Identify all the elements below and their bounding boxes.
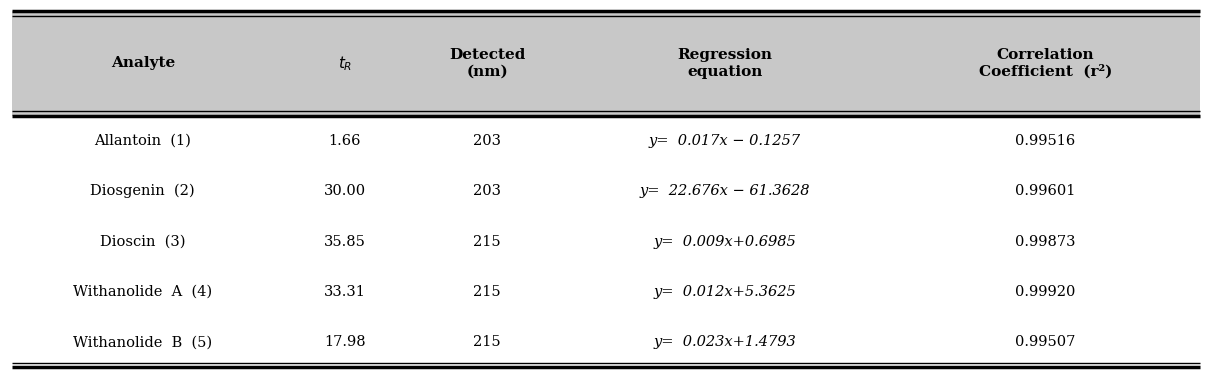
- Text: Withanolide  B  (5): Withanolide B (5): [73, 335, 212, 349]
- Bar: [12, 216, 1200, 267]
- Text: Analyte: Analyte: [110, 56, 175, 70]
- Text: 215: 215: [474, 285, 501, 299]
- Text: Allantoin  (1): Allantoin (1): [95, 134, 191, 148]
- Text: 0.99920: 0.99920: [1016, 285, 1076, 299]
- Text: 0.99507: 0.99507: [1016, 335, 1076, 349]
- Text: 0.99873: 0.99873: [1016, 235, 1076, 248]
- Text: 215: 215: [474, 335, 501, 349]
- Text: y=  0.009x+0.6985: y= 0.009x+0.6985: [653, 235, 796, 248]
- Text: 0.99601: 0.99601: [1016, 184, 1076, 198]
- Text: 17.98: 17.98: [324, 335, 366, 349]
- Text: 30.00: 30.00: [324, 184, 366, 198]
- Text: Correlation
Coefficient  (r²): Correlation Coefficient (r²): [979, 48, 1113, 79]
- Text: y=  0.012x+5.3625: y= 0.012x+5.3625: [653, 285, 796, 299]
- Bar: [12, 11, 1200, 116]
- Bar: [12, 166, 1200, 216]
- Text: 1.66: 1.66: [328, 134, 361, 148]
- Text: 0.99516: 0.99516: [1016, 134, 1075, 148]
- Text: $t_R$: $t_R$: [337, 54, 351, 73]
- Bar: [12, 116, 1200, 166]
- Bar: [12, 317, 1200, 367]
- Text: Detected
(nm): Detected (nm): [448, 48, 526, 78]
- Text: Diosgenin  (2): Diosgenin (2): [91, 184, 195, 198]
- Text: Withanolide  A  (4): Withanolide A (4): [73, 285, 212, 299]
- Text: 215: 215: [474, 235, 501, 248]
- Text: 33.31: 33.31: [324, 285, 366, 299]
- Text: 203: 203: [473, 134, 502, 148]
- Text: y=  0.017x − 0.1257: y= 0.017x − 0.1257: [648, 134, 801, 148]
- Text: y=  22.676x − 61.3628: y= 22.676x − 61.3628: [640, 184, 810, 198]
- Text: 35.85: 35.85: [324, 235, 366, 248]
- Text: y=  0.023x+1.4793: y= 0.023x+1.4793: [653, 335, 796, 349]
- Text: Regression
equation: Regression equation: [678, 48, 772, 78]
- Text: Dioscin  (3): Dioscin (3): [101, 235, 185, 248]
- Text: 203: 203: [473, 184, 502, 198]
- Bar: [12, 267, 1200, 317]
